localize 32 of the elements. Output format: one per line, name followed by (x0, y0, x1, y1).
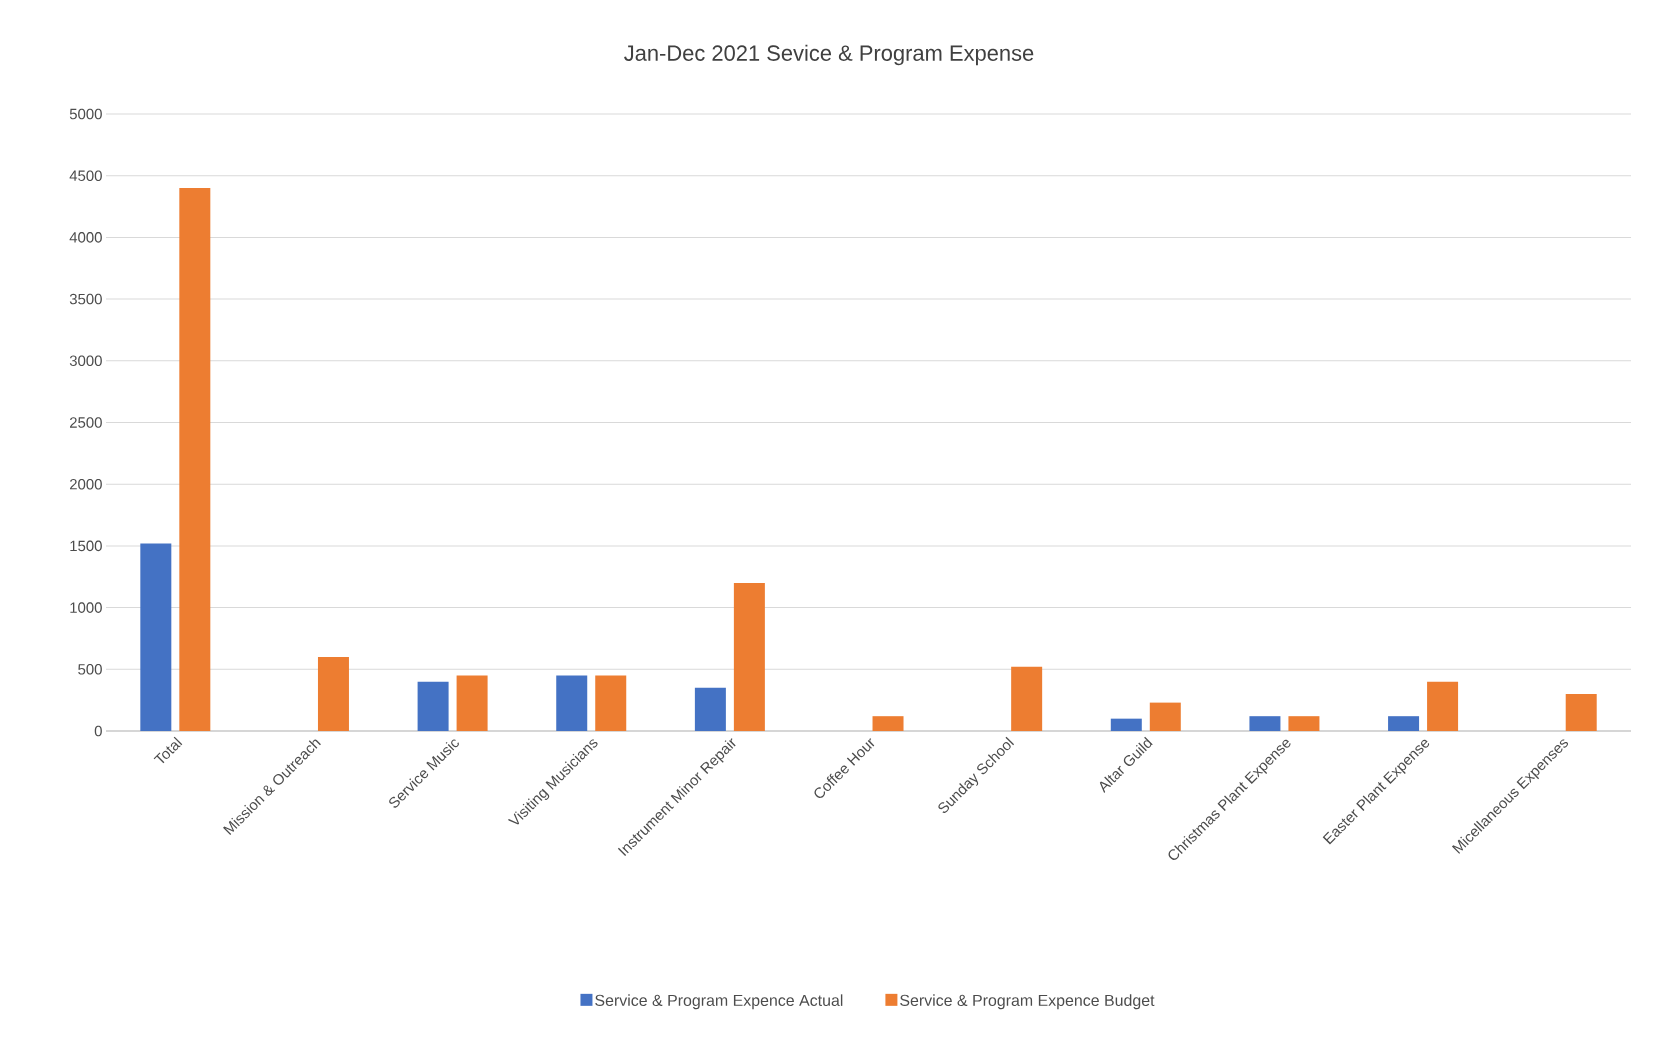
bar (595, 675, 627, 731)
bar (1288, 716, 1320, 731)
bar (1149, 702, 1181, 731)
legend-label: Service & Program Expence Budget (900, 994, 1155, 1010)
bar (456, 675, 488, 731)
bar (140, 543, 172, 731)
y-tick-label: 2500 (69, 417, 102, 428)
y-tick-label: 2000 (69, 478, 102, 490)
chart-title: Jan-Dec 2021 Sevice & Program Expense (624, 44, 1034, 66)
legend-label: Service & Program Expence Actual (595, 994, 843, 1010)
bar (1565, 693, 1597, 731)
y-tick-label: 1000 (70, 602, 102, 613)
bar (1110, 718, 1142, 731)
bar (1427, 681, 1459, 731)
bar (1249, 716, 1281, 731)
y-tick-label: 5000 (69, 108, 102, 120)
bar (733, 582, 765, 731)
bar (694, 687, 726, 731)
bar (179, 188, 211, 731)
bar (417, 681, 449, 731)
bar (556, 675, 588, 731)
bar (317, 656, 349, 731)
bar (1388, 716, 1420, 731)
y-tick-label: 3500 (69, 293, 102, 305)
bar (1011, 666, 1043, 731)
y-tick-label: 1500 (70, 540, 102, 552)
y-tick-label: 4000 (69, 232, 102, 243)
y-tick-label: 0 (94, 725, 102, 737)
y-tick-label: 3000 (69, 355, 102, 367)
bar (872, 716, 904, 731)
y-tick-label: 500 (78, 664, 102, 675)
y-tick-label: 4500 (69, 170, 102, 181)
